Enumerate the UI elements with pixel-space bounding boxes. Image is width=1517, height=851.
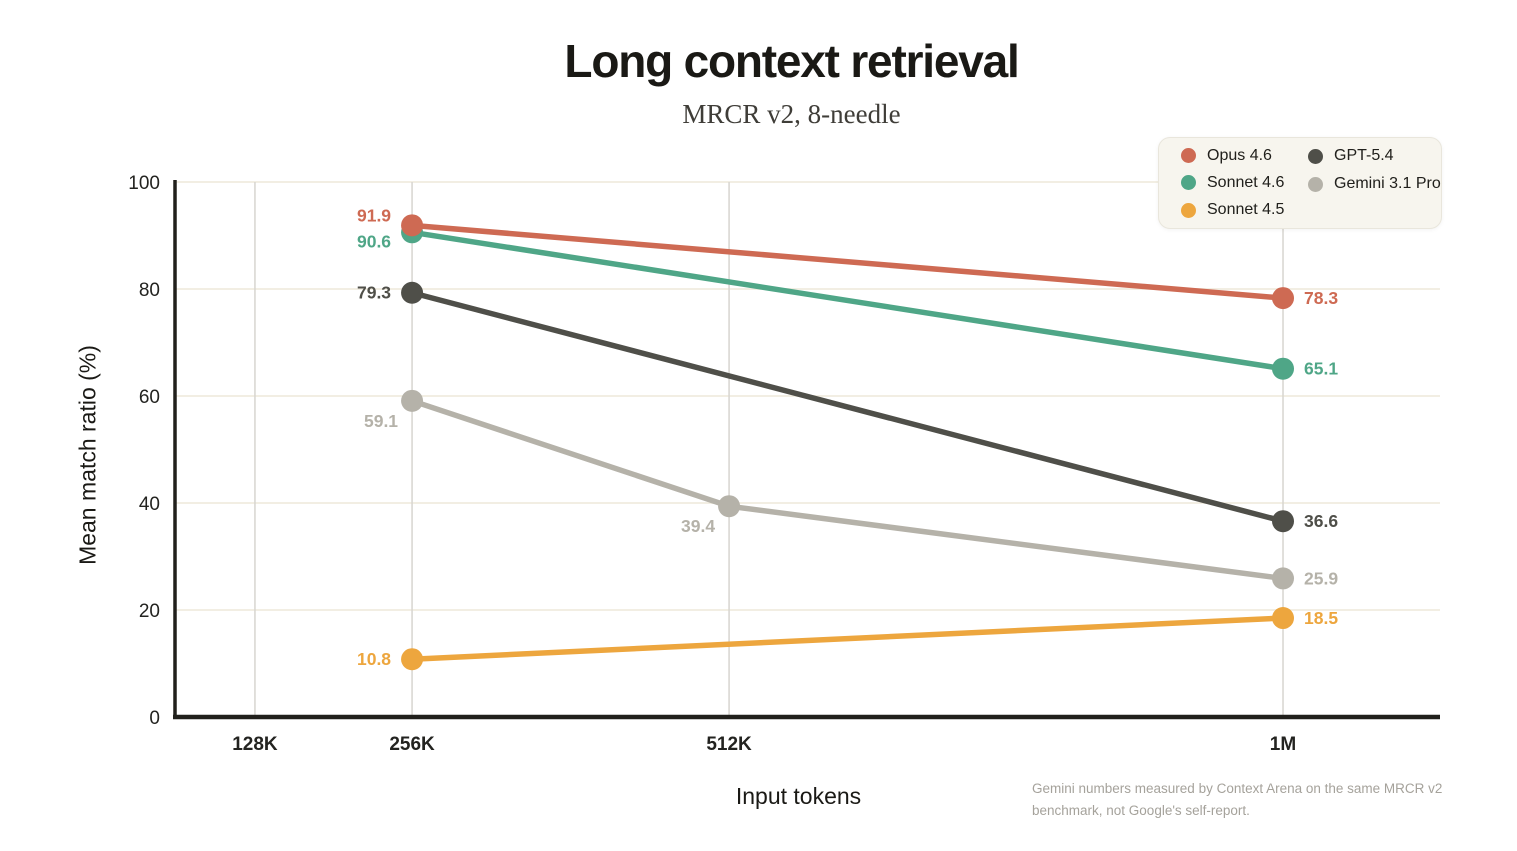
data-point-label-sonnet-4-6: 90.6 [357, 231, 391, 251]
legend-label: GPT-5.4 [1334, 147, 1394, 164]
data-point-label-gemini-3-1-pro: 39.4 [681, 516, 715, 536]
y-axis-tick-label: 40 [139, 494, 160, 515]
y-axis-tick-label: 60 [139, 387, 160, 408]
data-point-label-opus-4-6: 78.3 [1304, 288, 1338, 308]
data-point-sonnet-4-5 [401, 648, 424, 671]
data-point-label-gemini-3-1-pro: 59.1 [364, 411, 398, 431]
data-point-label-gemini-3-1-pro: 25.9 [1304, 568, 1338, 588]
x-axis-tick-label: 128K [232, 734, 278, 755]
series-line-gpt-5-4 [411, 290, 1284, 524]
data-point-gpt-5-4 [401, 281, 424, 304]
data-point-gemini-3-1-pro [401, 389, 424, 412]
legend-dot-icon [1308, 148, 1323, 164]
legend-dot-icon [1308, 176, 1323, 192]
series-line-sonnet-4-5 [411, 615, 1284, 662]
legend-item-gpt-5-4: GPT-5.4 [1308, 142, 1441, 170]
legend-label: Opus 4.6 [1207, 146, 1272, 164]
data-point-label-sonnet-4-5: 18.5 [1304, 608, 1338, 628]
legend-label: Gemini 3.1 Pro [1334, 175, 1441, 192]
x-axis-title: Input tokens [735, 783, 862, 809]
data-point-label-sonnet-4-5: 10.8 [357, 649, 391, 669]
legend-item-opus-4-6: Opus 4.6 [1181, 142, 1308, 169]
legend-dot-icon [1181, 202, 1196, 218]
chart-title: Long context retrieval [564, 35, 1019, 87]
data-point-sonnet-4-5 [1272, 607, 1295, 630]
y-axis-tick-label: 0 [149, 708, 160, 729]
data-point-label-gpt-5-4: 79.3 [357, 283, 391, 303]
legend-label: Sonnet 4.6 [1207, 173, 1285, 191]
legend-dot-icon [1181, 148, 1196, 164]
data-point-label-gpt-5-4: 36.6 [1304, 511, 1338, 531]
data-point-gemini-3-1-pro [1272, 567, 1295, 590]
x-axis-tick-label: 256K [389, 734, 435, 755]
data-point-opus-4-6 [401, 214, 424, 237]
data-point-opus-4-6 [1272, 287, 1295, 310]
legend-item-sonnet-4-6: Sonnet 4.6 [1181, 169, 1308, 196]
series-line-sonnet-4-6 [411, 229, 1284, 372]
data-point-gemini-3-1-pro [718, 495, 741, 518]
legend-item-sonnet-4-5: Sonnet 4.5 [1181, 197, 1308, 224]
legend-dot-icon [1181, 175, 1196, 191]
legend: Opus 4.6 Sonnet 4.6 Sonnet 4.5 GPT-5.4 Gemin… [1158, 137, 1442, 229]
data-point-label-opus-4-6: 91.9 [357, 205, 391, 225]
y-axis-tick-label: 100 [128, 173, 160, 194]
data-point-gpt-5-4 [1272, 510, 1295, 533]
legend-item-gemini-3-1-pro: Gemini 3.1 Pro [1308, 170, 1441, 198]
x-axis-tick-label: 512K [706, 734, 752, 755]
data-point-sonnet-4-6 [1272, 357, 1295, 380]
y-axis-title: Mean match ratio (%) [74, 345, 101, 565]
legend-column: Opus 4.6 Sonnet 4.6 Sonnet 4.5 [1181, 142, 1308, 224]
y-axis-tick-label: 80 [139, 280, 160, 301]
footnote: Gemini numbers measured by Context Arena… [1032, 781, 1443, 818]
legend-label: Sonnet 4.5 [1207, 201, 1285, 219]
data-point-label-sonnet-4-6: 65.1 [1304, 359, 1338, 379]
series-line-opus-4-6 [411, 222, 1284, 301]
chart-subtitle: MRCR v2, 8-needle [682, 99, 901, 129]
x-axis-tick-label: 1M [1270, 734, 1296, 755]
legend-column: GPT-5.4 Gemini 3.1 Pro [1308, 142, 1441, 224]
y-axis-tick-label: 20 [139, 601, 160, 622]
